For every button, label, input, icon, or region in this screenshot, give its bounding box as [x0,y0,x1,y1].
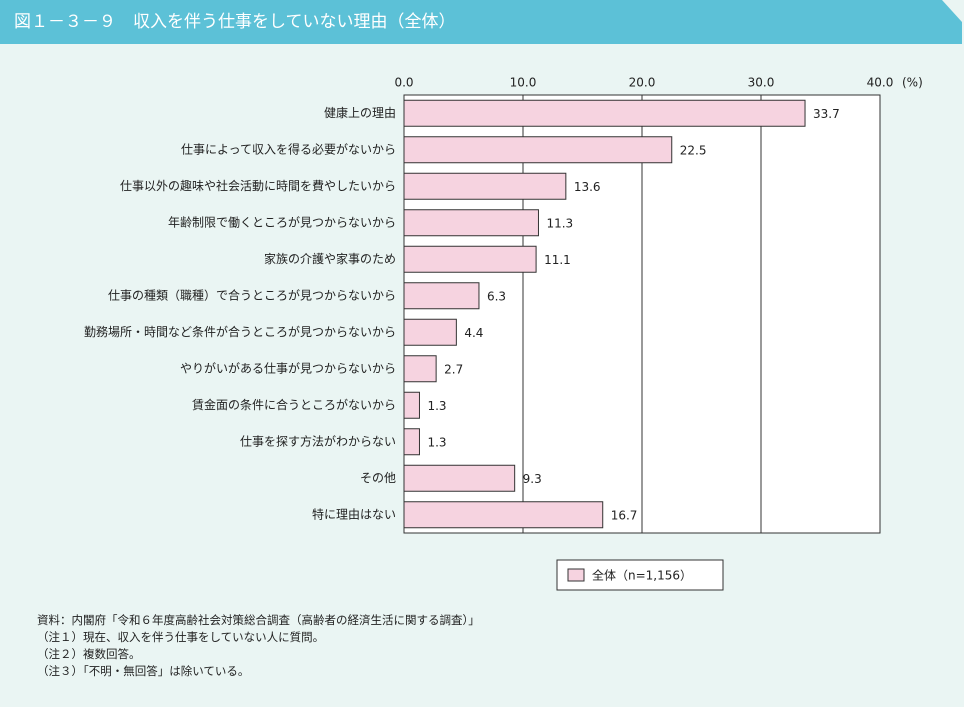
bar [403,245,537,273]
bar [403,99,806,127]
x-tick-label: 30.0 [748,76,775,90]
x-tick-label: 0.0 [394,76,413,90]
value-label: 9.3 [523,472,542,486]
legend-box [556,559,724,591]
title-banner [0,0,962,44]
value-label: 13.6 [574,180,601,194]
value-label: 2.7 [444,362,463,376]
y-tick-label: 仕事以外の趣味や社会活動に時間を費やしたいから [120,178,396,193]
y-tick-label: 勤務場所・時間など条件が合うところが見つからないから [84,324,396,339]
note: （注１）現在、収入を伴う仕事をしていない人に質問。 [37,630,324,644]
value-label: 22.5 [680,143,707,157]
y-tick-label: 仕事を探す方法がわからない [240,433,396,448]
value-label: 11.1 [544,253,571,267]
y-tick-label: 特に理由はない [312,506,396,521]
y-tick-label: その他 [360,471,396,485]
value-label: 11.3 [546,216,573,230]
x-tick-label: 20.0 [629,76,656,90]
bar [403,318,457,346]
y-tick-label: 仕事の種類（職種）で合うところが見つからないから [108,287,396,302]
bar [403,391,420,419]
legend-label: 全体（n=1,156） [592,568,692,583]
y-tick-label: 健康上の理由 [324,105,396,120]
x-tick-label: 40.0 [867,76,894,90]
y-tick-label: 仕事によって収入を得る必要がないから [181,141,396,156]
value-label: 33.7 [813,107,840,121]
value-label: 16.7 [611,508,638,522]
note: 資料：内閣府「令和６年度高齢社会対策総合調査（高齢者の経済生活に関する調査）」 [37,613,480,627]
bar [403,172,567,200]
x-tick-label: 10.0 [510,76,537,90]
y-tick-label: 賃金面の条件に合うところがないから [192,397,396,412]
bar [403,209,539,237]
bar [403,428,420,456]
x-axis-unit: (%) [902,76,923,90]
value-label: 6.3 [487,289,506,303]
bar [403,501,604,529]
bar [403,282,480,310]
value-label: 1.3 [427,435,446,449]
legend-swatch [567,568,585,582]
note: （注３）「不明・無回答」は除いている。 [37,664,249,678]
chart-title: 図１－３－９ 収入を伴う仕事をしていない理由（全体） [14,12,456,32]
bar [403,355,437,383]
y-tick-label: やりがいがある仕事が見つからないから [180,360,396,375]
bar [403,464,516,492]
value-label: 4.4 [464,326,483,340]
note: （注２）複数回答。 [37,647,141,661]
bar [403,136,673,164]
value-label: 1.3 [427,399,446,413]
y-tick-label: 家族の介護や家事のため [264,251,396,266]
y-tick-label: 年齢制限で働くところが見つからないから [168,214,396,229]
